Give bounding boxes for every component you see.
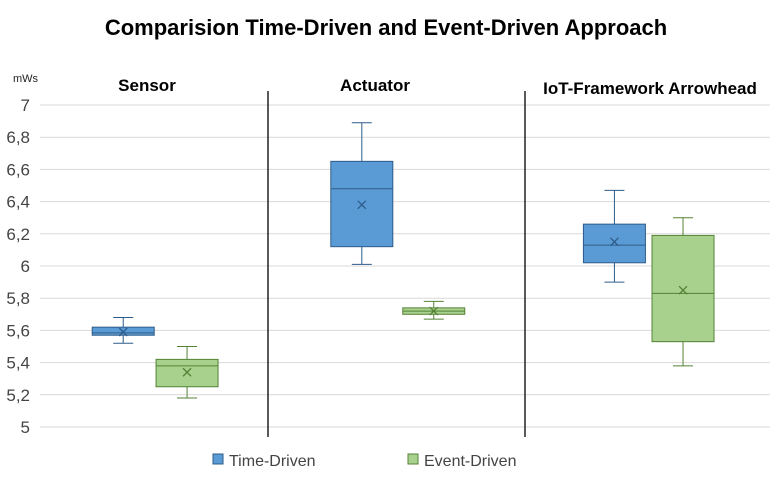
mean-marker xyxy=(678,285,688,295)
y-tick-label: 5,4 xyxy=(6,354,30,373)
y-tick-label: 5,8 xyxy=(6,289,30,308)
group-labels: Sensor Actuator IoT-Framework Arrowhead xyxy=(118,76,757,98)
legend-label-event-driven: Event-Driven xyxy=(424,453,516,470)
y-tick-label: 7 xyxy=(21,96,30,115)
box-event-driven-3 xyxy=(651,217,715,367)
legend: Time-Driven Event-Driven xyxy=(212,453,516,470)
y-tick-label: 5 xyxy=(21,418,30,437)
box-time-driven-1 xyxy=(91,317,155,344)
y-tick-label: 6,4 xyxy=(6,193,30,212)
y-tick-label: 5,6 xyxy=(6,321,30,340)
y-tick-label: 6 xyxy=(21,257,30,276)
box-iqr xyxy=(582,223,646,264)
legend-label-time-driven: Time-Driven xyxy=(229,453,316,470)
group-label: Sensor xyxy=(118,76,176,95)
mean-marker xyxy=(357,200,367,210)
mean-marker xyxy=(609,237,619,247)
legend-swatch-event-driven xyxy=(407,453,419,465)
box-event-driven-1 xyxy=(155,346,219,399)
legend-swatch-time-driven xyxy=(212,453,224,465)
box-iqr xyxy=(651,234,715,343)
box-event-driven-2 xyxy=(402,300,466,320)
y-tick-label: 5,2 xyxy=(6,386,30,405)
group-label: Actuator xyxy=(340,76,410,95)
y-axis-unit: mWs xyxy=(13,73,39,85)
box-time-driven-2 xyxy=(330,122,394,265)
y-tick-labels: 5 5,2 5,4 5,6 5,8 6 6,2 6,4 6,6 6,8 7 xyxy=(6,96,30,437)
y-tick-label: 6,8 xyxy=(6,128,30,147)
y-tick-label: 6,2 xyxy=(6,225,30,244)
chart-title: Comparision Time-Driven and Event-Driven… xyxy=(105,15,667,40)
group-separators xyxy=(267,91,526,437)
mean-marker xyxy=(118,327,128,337)
y-tick-label: 6,6 xyxy=(6,160,30,179)
boxes xyxy=(91,122,715,399)
group-label: IoT-Framework Arrowhead xyxy=(543,79,757,98)
mean-marker xyxy=(182,367,192,377)
box-time-driven-3 xyxy=(582,189,646,283)
mean-marker xyxy=(429,306,439,316)
